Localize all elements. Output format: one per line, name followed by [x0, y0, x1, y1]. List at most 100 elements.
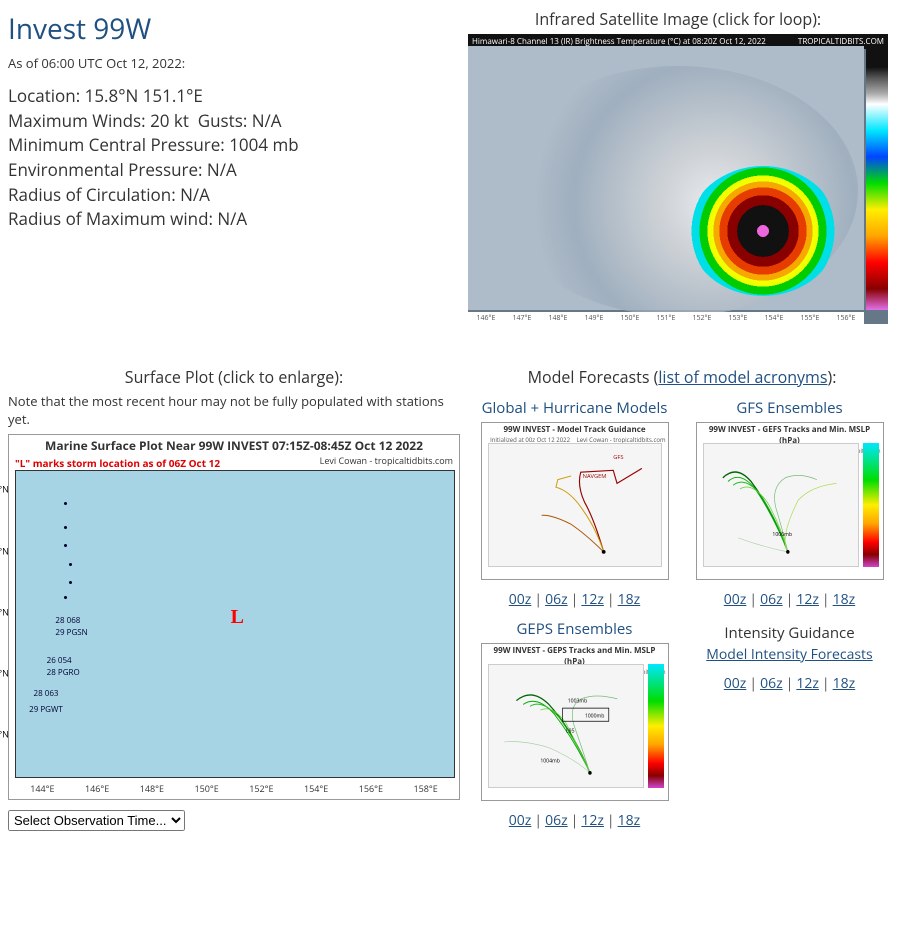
surface-plot[interactable]: Marine Surface Plot Near 99W INVEST 07:1…: [8, 434, 460, 800]
satellite-plot-area: [468, 46, 864, 310]
geps-colorbar: [648, 664, 664, 788]
svg-text:1000mb: 1000mb: [584, 711, 604, 719]
run-link-00z[interactable]: 00z: [724, 590, 747, 609]
island-dot: [69, 581, 72, 584]
satellite-x-tick: 150°E: [621, 314, 640, 323]
geps-ensembles-title: GEPS Ensembles: [476, 619, 673, 639]
gfs-ensembles-plot[interactable]: 99W INVEST - GEFS Tracks and Min. MSLP (…: [696, 422, 884, 580]
station-label: 26 054: [47, 655, 72, 666]
asof-prefix: As of: [8, 54, 41, 72]
surface-x-tick: 144°E: [30, 782, 54, 795]
run-link-00z[interactable]: 00z: [724, 674, 747, 693]
location-label: Location:: [8, 84, 80, 107]
surface-y-tick: 18°N: [0, 544, 9, 557]
satellite-x-tick: 153°E: [729, 314, 748, 323]
run-link-12z[interactable]: 12z: [581, 590, 604, 609]
intensity-guidance-title: Intensity Guidance: [691, 623, 888, 643]
run-separator: |: [786, 590, 794, 609]
satellite-x-tick: 156°E: [837, 314, 856, 323]
island-dot: [64, 596, 67, 599]
maxwinds-value: 20 kt: [150, 109, 189, 132]
stat-roc: Radius of Circulation: N/A: [8, 183, 452, 208]
global-models-title: Global + Hurricane Models: [476, 398, 673, 418]
models-section-title: Model Forecasts (list of model acronyms)…: [476, 366, 888, 388]
satellite-x-tick: 152°E: [693, 314, 712, 323]
global-models-plot[interactable]: 99W INVEST - Model Track Guidance Initia…: [481, 422, 669, 580]
geps-tracks: 1003mb 1000mb L95 1004mb: [488, 664, 644, 788]
run-link-12z[interactable]: 12z: [796, 674, 819, 693]
asof-suffix: :: [182, 54, 185, 72]
acronyms-link[interactable]: list of model acronyms: [658, 366, 827, 388]
svg-text:1006mb: 1006mb: [772, 530, 792, 538]
run-link-12z[interactable]: 12z: [581, 811, 604, 830]
run-link-18z[interactable]: 18z: [833, 674, 856, 693]
mslp-label: Minimum Central Pressure:: [8, 133, 225, 156]
satellite-x-tick: 151°E: [657, 314, 676, 323]
run-link-00z[interactable]: 00z: [509, 590, 532, 609]
station-label: 29 PGSN: [55, 627, 87, 638]
run-separator: |: [786, 674, 794, 693]
svg-text:L95: L95: [566, 726, 575, 734]
models-title-prefix: Model Forecasts (: [528, 366, 659, 388]
satellite-section-title: Infrared Satellite Image (click for loop…: [535, 8, 821, 30]
intensity-forecasts-link[interactable]: Model Intensity Forecasts: [706, 645, 872, 664]
run-link-06z[interactable]: 06z: [760, 674, 783, 693]
surface-y-tick: 16°N: [0, 605, 9, 618]
stat-envp: Environmental Pressure: N/A: [8, 158, 452, 183]
rmw-label: Radius of Maximum wind:: [8, 207, 213, 230]
svg-text:NAVGEM: NAVGEM: [582, 472, 606, 480]
run-separator: |: [749, 590, 757, 609]
station-label: 28 063: [34, 688, 59, 699]
surface-x-tick: 148°E: [140, 782, 164, 795]
storm-l-marker: L: [231, 606, 244, 629]
run-link-18z[interactable]: 18z: [618, 590, 641, 609]
run-link-18z[interactable]: 18z: [618, 811, 641, 830]
stat-rmw: Radius of Maximum wind: N/A: [8, 207, 452, 232]
intensity-run-links: 00z|06z|12z|18z: [691, 674, 888, 693]
run-link-06z[interactable]: 06z: [545, 590, 568, 609]
run-link-06z[interactable]: 06z: [760, 590, 783, 609]
satellite-x-tick: 147°E: [513, 314, 532, 323]
stat-winds: Maximum Winds: 20 kt Gusts: N/A: [8, 109, 452, 134]
station-label: 28 068: [55, 615, 80, 626]
surface-canvas: L 20°N18°N16°N14°N12°N28 06829 PGSN26 05…: [15, 470, 455, 778]
run-separator: |: [534, 811, 542, 830]
run-link-12z[interactable]: 12z: [796, 590, 819, 609]
island-dot: [64, 544, 67, 547]
satellite-x-tick: 146°E: [477, 314, 496, 323]
gfs-tracks: 1006mb: [703, 443, 859, 567]
geps-ensembles-plot[interactable]: 99W INVEST - GEPS Tracks and Min. MSLP (…: [481, 643, 669, 801]
svg-text:1003mb: 1003mb: [567, 696, 587, 704]
run-link-06z[interactable]: 06z: [545, 811, 568, 830]
svg-text:1004mb: 1004mb: [540, 756, 560, 764]
run-separator: |: [822, 674, 830, 693]
roc-label: Radius of Circulation:: [8, 183, 176, 206]
svg-text:GFS: GFS: [613, 453, 623, 461]
surface-x-tick: 154°E: [304, 782, 328, 795]
run-link-18z[interactable]: 18z: [833, 590, 856, 609]
observation-time-select[interactable]: Select Observation Time...: [8, 810, 185, 831]
run-link-00z[interactable]: 00z: [509, 811, 532, 830]
satellite-x-tick: 148°E: [549, 314, 568, 323]
surface-x-tick: 156°E: [359, 782, 383, 795]
surface-x-tick: 152°E: [249, 782, 273, 795]
geps-run-links: 00z|06z|12z|18z: [476, 811, 673, 830]
run-separator: |: [607, 590, 615, 609]
gusts-value: N/A: [252, 109, 282, 132]
stat-mslp: Minimum Central Pressure: 1004 mb: [8, 133, 452, 158]
surface-y-tick: 12°N: [0, 728, 9, 741]
island-dot: [64, 526, 67, 529]
gfs-ensembles-title: GFS Ensembles: [691, 398, 888, 418]
station-label: 29 PGWT: [29, 704, 63, 715]
mslp-value: 1004 mb: [229, 133, 298, 156]
satellite-colorbar: [866, 46, 888, 310]
surface-x-tick: 146°E: [85, 782, 109, 795]
global-models-plot-title: 99W INVEST - Model Track Guidance: [482, 423, 668, 436]
satellite-image[interactable]: Himawari-8 Channel 13 (IR) Brightness Te…: [468, 34, 888, 324]
run-separator: |: [571, 811, 579, 830]
global-tracks: GFS NAVGEM: [488, 443, 662, 567]
satellite-x-axis: 146°E147°E148°E149°E150°E151°E152°E153°E…: [468, 312, 864, 324]
surface-x-tick: 158°E: [413, 782, 437, 795]
asof-line: As of 06:00 UTC Oct 12, 2022:: [8, 54, 452, 72]
surface-y-tick: 14°N: [0, 666, 9, 679]
